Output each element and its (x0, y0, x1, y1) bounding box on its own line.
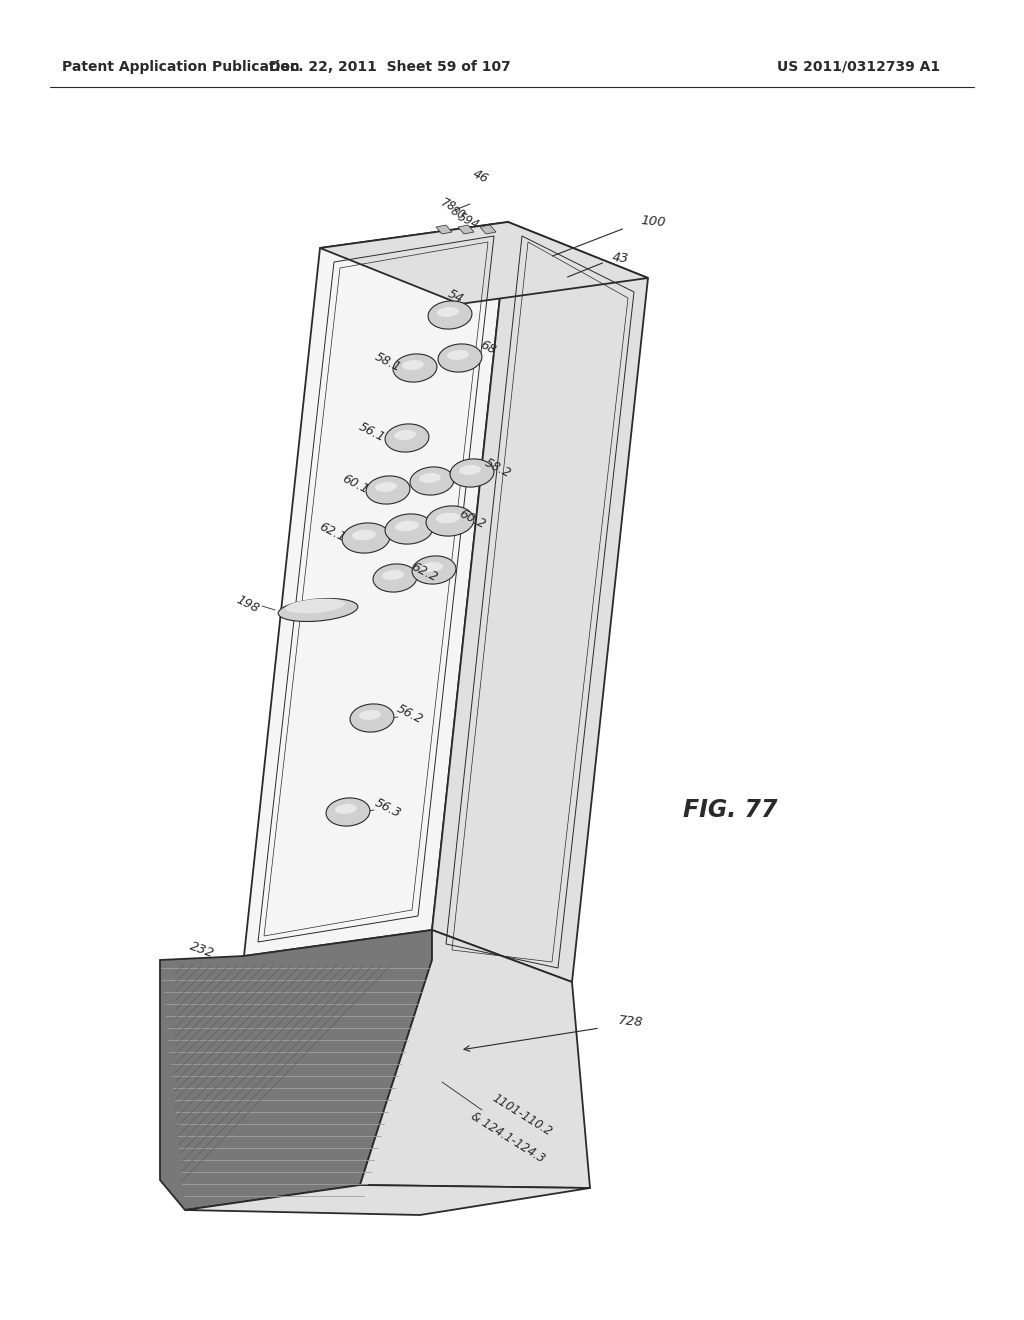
Text: 232: 232 (188, 940, 216, 961)
Text: & 124.1-124.3: & 124.1-124.3 (468, 1109, 547, 1166)
Ellipse shape (395, 520, 419, 532)
Text: 728: 728 (618, 1015, 644, 1030)
Text: FIG. 77: FIG. 77 (683, 799, 777, 822)
Text: 198: 198 (234, 593, 262, 615)
Text: Dec. 22, 2011  Sheet 59 of 107: Dec. 22, 2011 Sheet 59 of 107 (269, 59, 511, 74)
Ellipse shape (393, 354, 437, 381)
Text: Patent Application Publication: Patent Application Publication (62, 59, 300, 74)
Polygon shape (436, 224, 452, 234)
Polygon shape (360, 931, 590, 1188)
Ellipse shape (394, 430, 416, 440)
Ellipse shape (326, 797, 370, 826)
Ellipse shape (447, 350, 469, 360)
Text: 56.3: 56.3 (373, 796, 403, 820)
Ellipse shape (437, 308, 459, 317)
Ellipse shape (279, 598, 357, 622)
Text: 56.1: 56.1 (356, 420, 387, 444)
Ellipse shape (412, 556, 456, 583)
Text: 68: 68 (478, 338, 498, 358)
Ellipse shape (451, 459, 494, 487)
Ellipse shape (350, 704, 394, 733)
Ellipse shape (385, 513, 433, 544)
Text: 58.1: 58.1 (373, 350, 403, 374)
Polygon shape (244, 222, 508, 956)
Polygon shape (185, 1185, 590, 1214)
Ellipse shape (385, 424, 429, 451)
Ellipse shape (342, 523, 390, 553)
Text: 43: 43 (612, 251, 630, 265)
Text: 80: 80 (449, 203, 468, 222)
Ellipse shape (419, 473, 441, 483)
Text: 54: 54 (444, 288, 465, 306)
Ellipse shape (459, 465, 481, 475)
Ellipse shape (352, 529, 376, 540)
Ellipse shape (373, 564, 417, 593)
Ellipse shape (366, 477, 410, 504)
Polygon shape (480, 224, 496, 234)
Text: 1101-110.2: 1101-110.2 (490, 1092, 555, 1139)
Ellipse shape (436, 512, 460, 523)
Text: 62.2: 62.2 (409, 560, 439, 585)
Ellipse shape (438, 345, 482, 372)
Text: 60.2: 60.2 (457, 507, 487, 531)
Text: 56.2: 56.2 (394, 702, 425, 726)
Text: US 2011/0312739 A1: US 2011/0312739 A1 (777, 59, 940, 74)
Polygon shape (319, 222, 648, 304)
Ellipse shape (421, 562, 443, 572)
Text: 100: 100 (640, 214, 667, 230)
Ellipse shape (426, 506, 474, 536)
Polygon shape (160, 931, 432, 1210)
Text: 78: 78 (438, 195, 458, 214)
Ellipse shape (285, 598, 345, 614)
Polygon shape (432, 222, 648, 982)
Text: 46: 46 (470, 168, 490, 186)
Polygon shape (458, 224, 474, 234)
Ellipse shape (428, 301, 472, 329)
Text: 62.1: 62.1 (316, 520, 347, 544)
Ellipse shape (359, 710, 381, 719)
Text: 60.1: 60.1 (340, 471, 371, 496)
Text: 58.2: 58.2 (482, 455, 513, 480)
Text: 594: 594 (455, 210, 481, 232)
Ellipse shape (335, 804, 357, 814)
Ellipse shape (410, 467, 454, 495)
Ellipse shape (382, 570, 403, 579)
Ellipse shape (402, 360, 424, 370)
Ellipse shape (375, 482, 397, 492)
